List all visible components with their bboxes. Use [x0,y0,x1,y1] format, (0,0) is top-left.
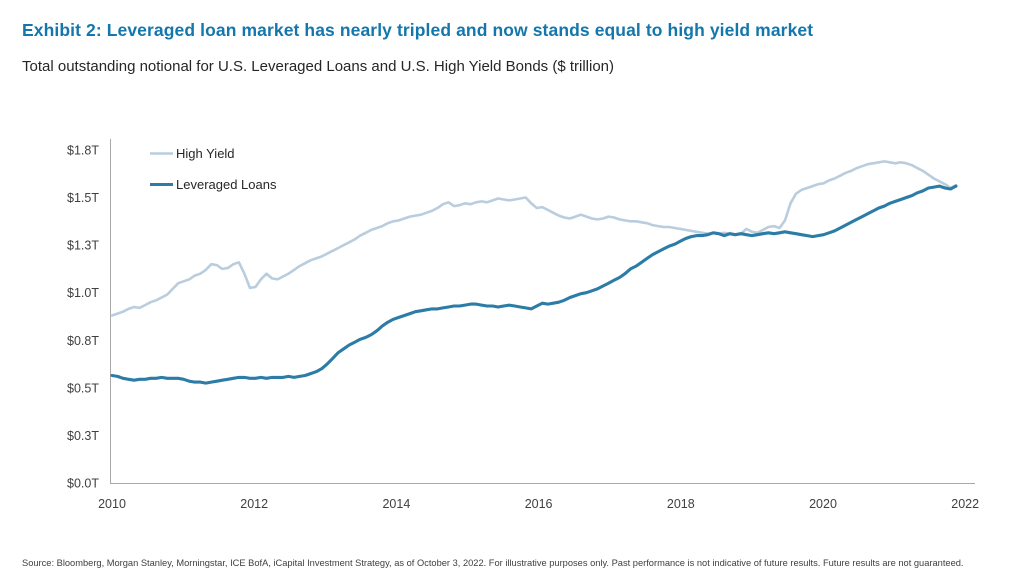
x-tick-label-0: 2010 [98,497,126,511]
exhibit-title: Exhibit 2: Leveraged loan market has nea… [22,20,814,40]
y-tick-label-4: $1.0T [67,286,99,300]
x-tick-label-1: 2012 [240,497,268,511]
y-axis-tick-labels: $0.0T $0.3T $0.5T $0.8T $1.0T $1.3T $1.5T $1.8T [67,143,99,490]
y-tick-label-5: $1.3T [67,239,99,253]
x-tick-label-4: 2018 [667,497,695,511]
exhibit-subtitle: Total outstanding notional for U.S. Leve… [22,58,615,75]
series-line-leveraged-loans [110,184,958,385]
source-footnote: Source: Bloomberg, Morgan Stanley, Morni… [22,558,964,568]
series-lines [110,160,958,385]
y-tick-label-0: $0.0T [67,477,99,491]
x-tick-label-2: 2014 [382,497,410,511]
series-line-high-yield [110,160,958,317]
y-tick-label-6: $1.5T [67,191,99,205]
legend-label-leveraged-loans: Leveraged Loans [176,177,277,192]
x-tick-label-5: 2020 [809,497,837,511]
x-axis-tick-labels: 2010 2012 2014 2016 2018 2020 2022 [98,497,979,511]
legend: High Yield Leveraged Loans [150,146,277,192]
y-tick-label-2: $0.5T [67,381,99,395]
legend-label-high-yield: High Yield [176,146,235,161]
y-tick-label-7: $1.8T [67,143,99,157]
x-tick-label-6: 2022 [951,497,979,511]
y-tick-label-3: $0.8T [67,334,99,348]
x-tick-label-3: 2016 [525,497,553,511]
y-tick-label-1: $0.3T [67,429,99,443]
